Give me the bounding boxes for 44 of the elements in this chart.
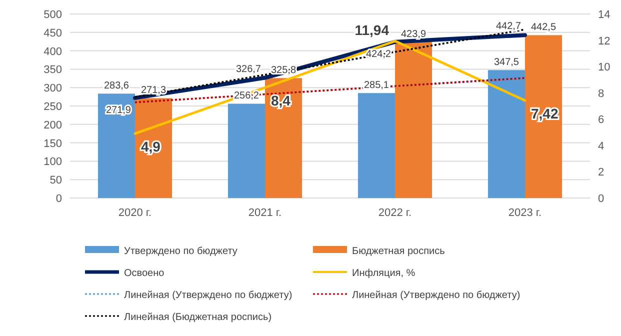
data-label: 325,8 (271, 65, 296, 76)
data-label: 283,6 (104, 80, 130, 92)
y2-tick-label: 4 (598, 140, 604, 152)
y-tick-label: 450 (44, 27, 62, 40)
data-label: 7,42 (531, 105, 558, 122)
y-tick-label: 100 (44, 156, 62, 168)
data-label: 11,94 (354, 22, 390, 38)
data-label: 442,7 (496, 21, 522, 32)
y2-tick-label: 6 (598, 114, 604, 126)
y2-tick-label: 10 (598, 62, 610, 74)
data-label: 442,5 (531, 22, 556, 34)
legend-label: Инфляция, % (352, 268, 416, 279)
data-label: 423,9 (401, 29, 426, 40)
y2-tick-label: 14 (598, 9, 610, 21)
y-tick-label: 300 (44, 82, 62, 95)
legend-label: Линейная (Утверждено по бюджету) (352, 290, 520, 301)
y2-tick-label: 12 (598, 35, 610, 48)
y2-tick-label: 2 (598, 166, 604, 179)
x-tick-label: 2021 г. (248, 207, 282, 219)
legend-label: Освоено (124, 268, 165, 279)
y-tick-label: 250 (44, 101, 62, 113)
legend-label: Утверждено по бюджету (124, 246, 238, 257)
data-label: 271,3 (141, 85, 166, 96)
y-tick-label: 200 (44, 119, 62, 132)
data-label: 326,7 (236, 64, 262, 75)
data-label: 8,4 (271, 92, 291, 109)
x-tick-label: 2022 г. (378, 207, 412, 219)
data-label: 271,9 (106, 104, 132, 116)
y2-tick-label: 0 (598, 193, 604, 205)
legend-label: Линейная (Бюджетная роспись) (124, 312, 272, 323)
data-label: 4,9 (141, 138, 161, 155)
legend-label: Бюджетная роспись (352, 246, 445, 257)
y-tick-label: 350 (44, 64, 62, 76)
y-tick-label: 500 (44, 9, 62, 21)
x-tick-label: 2020 г. (118, 207, 152, 219)
y-tick-label: 50 (50, 174, 62, 187)
y-tick-label: 400 (44, 46, 62, 58)
legend-label: Линейная (Утверждено по бюджету) (124, 290, 292, 301)
data-label: 347,5 (494, 57, 520, 68)
x-tick-label: 2023 г. (508, 207, 542, 219)
y-tick-label: 150 (44, 138, 62, 150)
y-tick-label: 0 (56, 193, 62, 205)
y2-tick-label: 8 (598, 88, 604, 100)
data-label: 285,1 (364, 80, 390, 92)
